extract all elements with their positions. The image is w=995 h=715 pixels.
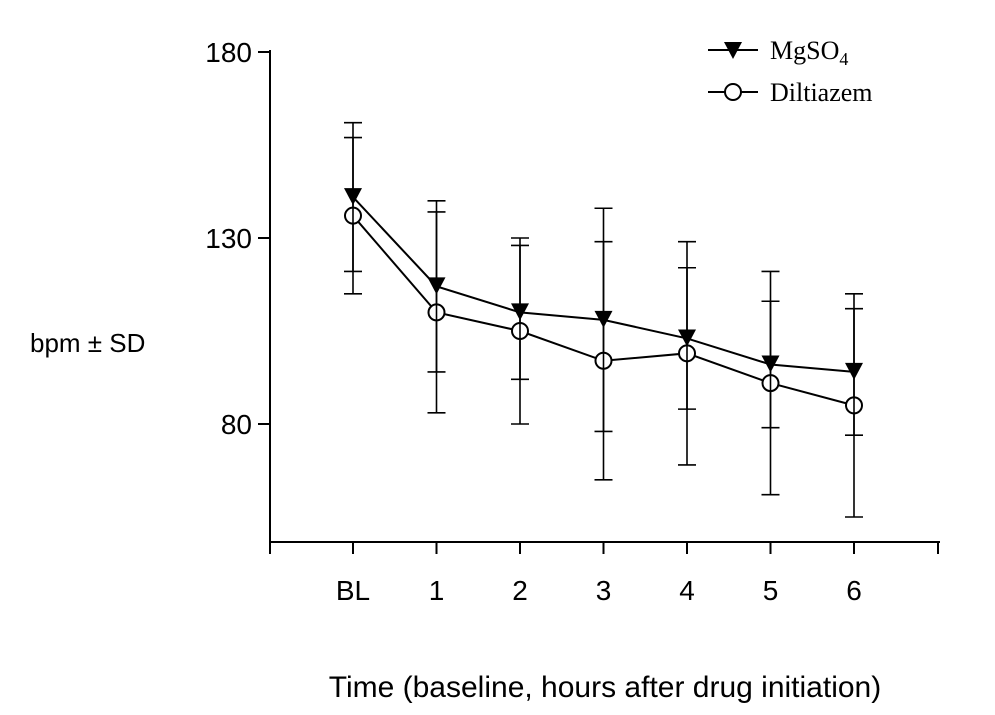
y-tick-label: 130 xyxy=(205,223,252,254)
legend: MgSO4 Diltiazem xyxy=(708,36,873,107)
legend-label-diltiazem: Diltiazem xyxy=(770,78,873,107)
x-tick-label: 4 xyxy=(679,575,695,606)
x-tick-label: 6 xyxy=(846,575,862,606)
series-layer xyxy=(344,121,863,518)
data-point-mgso4 xyxy=(344,188,362,206)
data-point-mgso4 xyxy=(594,310,613,328)
x-tick-label: 5 xyxy=(763,575,779,606)
legend-item-diltiazem: Diltiazem xyxy=(708,78,873,107)
data-point-mgso4 xyxy=(427,277,446,295)
x-axis-title: Time (baseline, hours after drug initiat… xyxy=(329,671,881,704)
x-tick-label: BL xyxy=(336,575,370,606)
axes xyxy=(269,50,940,543)
x-tick-label: 1 xyxy=(429,575,445,606)
data-point-mgso4 xyxy=(845,362,863,380)
y-tick-label: 180 xyxy=(205,37,252,68)
legend-marker-diltiazem xyxy=(724,83,742,101)
legend-label-mgso4-main: MgSO xyxy=(770,36,839,65)
x-tick-label: 3 xyxy=(596,575,612,606)
data-point-mgso4 xyxy=(511,303,529,321)
x-ticks: BL 1 2 3 4 5 6 xyxy=(269,542,939,606)
legend-marker-mgso4 xyxy=(724,42,742,59)
data-point-mgso4 xyxy=(761,355,780,373)
y-ticks: 180 130 80 xyxy=(205,37,270,440)
legend-item-mgso4: MgSO4 xyxy=(708,36,848,69)
series-mgso4 xyxy=(344,121,863,436)
y-tick-label: 80 xyxy=(221,409,252,440)
data-point-mgso4 xyxy=(678,329,696,347)
y-axis-title: bpm ± SD xyxy=(30,328,145,358)
x-tick-label: 2 xyxy=(512,575,528,606)
legend-label-mgso4: MgSO4 xyxy=(770,36,848,69)
legend-label-mgso4-subscript: 4 xyxy=(839,49,848,69)
